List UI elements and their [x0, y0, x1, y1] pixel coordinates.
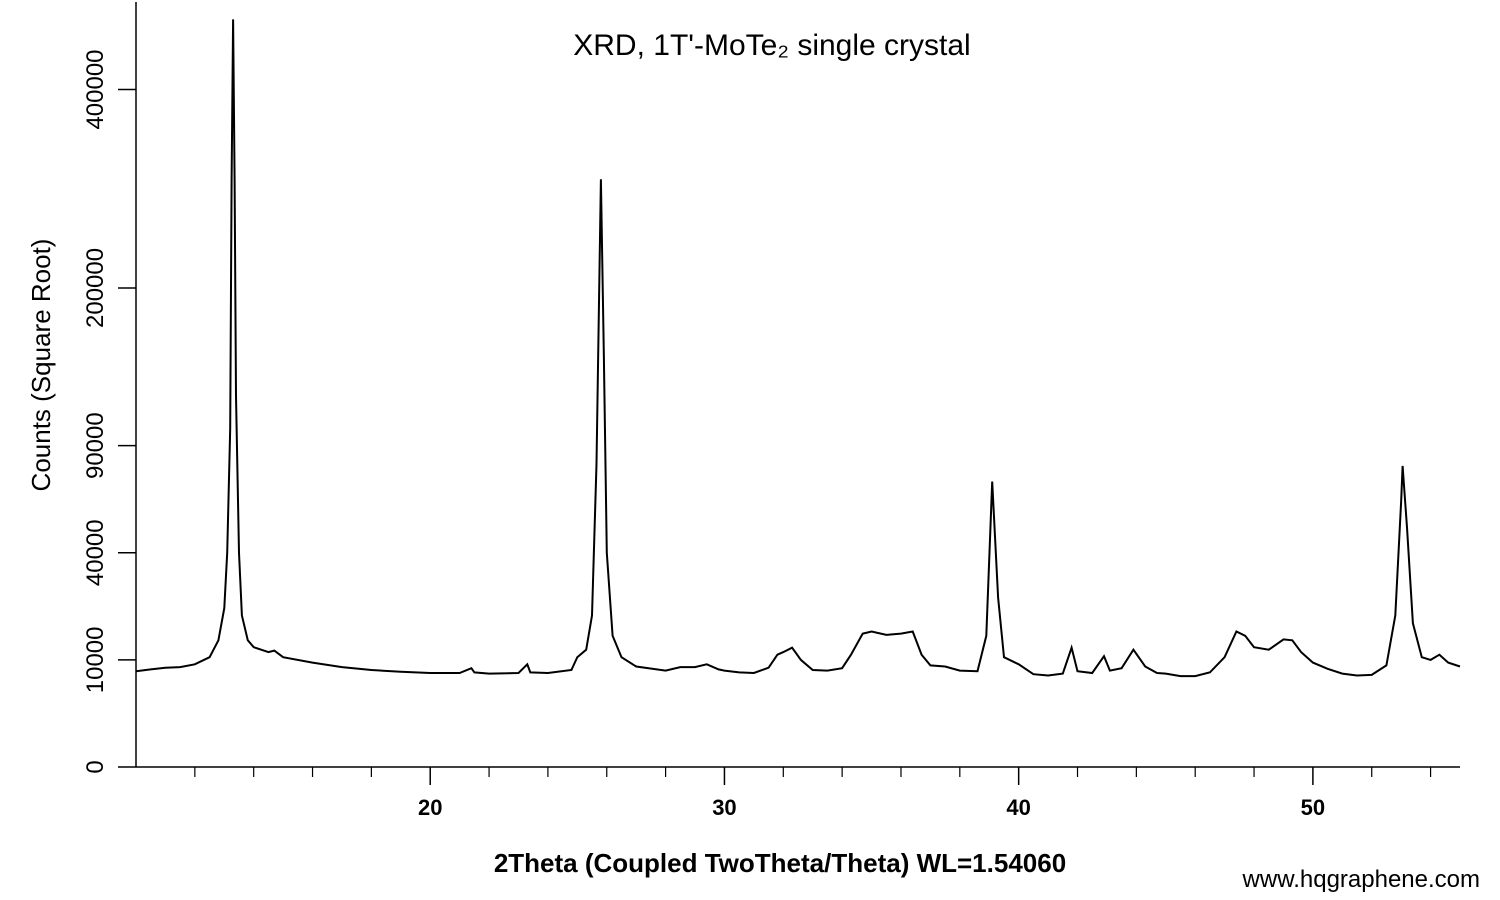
x-axis-label: 2Theta (Coupled TwoTheta/Theta) WL=1.540… [494, 848, 1066, 878]
y-tick-label: 90000 [82, 412, 109, 479]
y-tick-label: 40000 [82, 519, 109, 586]
x-tick-label: 50 [1301, 795, 1325, 820]
x-tick-label: 20 [418, 795, 442, 820]
y-tick-label: 0 [82, 760, 109, 773]
y-axis-label: Counts (Square Root) [26, 239, 56, 492]
y-tick-label: 10000 [82, 627, 109, 694]
data-line [135, 19, 1461, 678]
watermark: www.hqgraphene.com [1242, 866, 1480, 893]
y-tick-label: 400000 [82, 49, 109, 129]
chart-title: XRD, 1T'-MoTe₂ single crystal [573, 29, 970, 62]
y-tick-label: 200000 [82, 248, 109, 328]
x-tick-label: 30 [712, 795, 736, 820]
x-tick-label: 40 [1006, 795, 1030, 820]
